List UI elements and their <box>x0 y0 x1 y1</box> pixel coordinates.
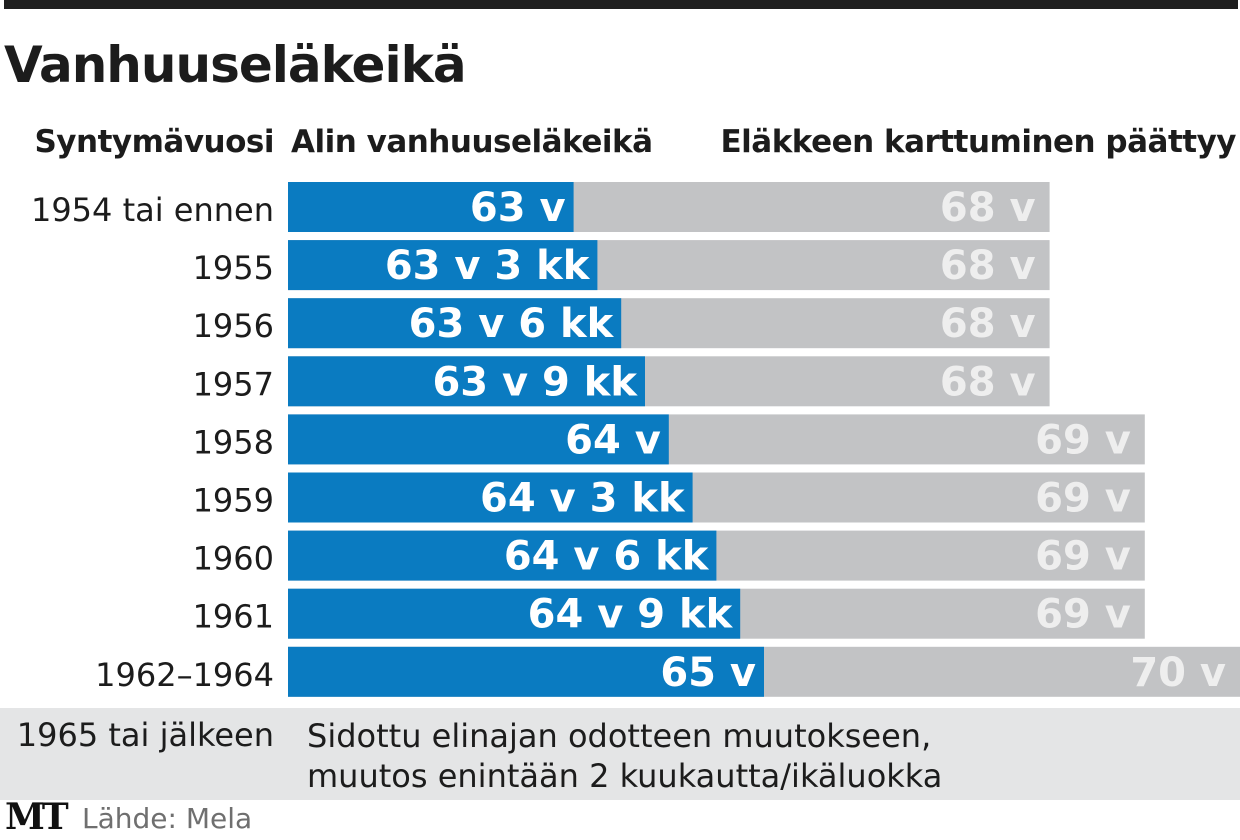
min-age-label: 64 v 6 kk <box>504 534 710 580</box>
min-age-bar <box>288 356 645 407</box>
min-age-label: 63 v 3 kk <box>385 243 591 289</box>
min-age-label: 63 v <box>470 185 566 231</box>
min-age-label: 64 v 9 kk <box>528 592 734 638</box>
footer-note-line-2: muutos enintään 2 kuukautta/ikäluokka <box>307 757 943 795</box>
accrual-end-label: 68 v <box>940 301 1036 347</box>
accrual-end-label: 69 v <box>1035 534 1131 580</box>
min-age-bar <box>288 298 622 349</box>
header-birth-year: Syntymävuosi <box>34 124 274 160</box>
min-age-bar <box>288 646 764 697</box>
mt-logo: MT <box>5 796 69 838</box>
accrual-end-label: 68 v <box>940 359 1036 405</box>
min-age-label: 64 v <box>565 417 661 463</box>
header-min-age: Alin vanhuuseläkeikä <box>291 124 653 160</box>
birth-year-label: 1957 <box>193 365 274 403</box>
footer-note-line-1: Sidottu elinajan odotteen muutokseen, <box>307 717 932 755</box>
footer-note: Sidottu elinajan odotteen muutokseen, mu… <box>307 716 1232 796</box>
accrual-end-label: 69 v <box>1035 592 1131 638</box>
birth-year-label: 1956 <box>193 307 274 345</box>
birth-year-label: 1954 tai ennen <box>31 191 274 229</box>
min-age-bar <box>288 414 669 465</box>
header-accrual-end: Eläkkeen karttuminen päättyy <box>720 124 1236 160</box>
birth-year-label: 1961 <box>193 598 274 636</box>
accrual-end-label: 68 v <box>940 185 1036 231</box>
footer-row-1965: 1965 tai jälkeen Sidottu elinajan odotte… <box>0 708 1240 800</box>
birth-year-label: 1959 <box>193 482 274 520</box>
min-age-bar <box>288 240 598 291</box>
min-age-bar <box>288 472 693 523</box>
birth-year-label: 1955 <box>193 249 274 287</box>
accrual-end-label: 69 v <box>1035 417 1131 463</box>
min-age-bar <box>288 530 717 581</box>
min-age-label: 65 v <box>660 650 756 696</box>
source-note: Lähde: Mela <box>82 802 253 835</box>
accrual-end-label: 69 v <box>1035 476 1131 522</box>
bar-chart: 1954 tai ennen 63 v 68 v 1955 63 v 3 kk 68 v 1… <box>31 182 1240 697</box>
min-age-bar <box>288 588 741 639</box>
min-age-bar <box>288 182 574 232</box>
chart-title: Vanhuuseläkeikä <box>4 36 467 94</box>
birth-year-label: 1960 <box>193 540 274 578</box>
birth-year-label: 1958 <box>193 423 274 461</box>
accrual-end-label: 70 v <box>1130 650 1226 696</box>
min-age-label: 64 v 3 kk <box>480 476 686 522</box>
footer-year-label: 1965 tai jälkeen <box>16 716 274 754</box>
birth-year-label: 1962–1964 <box>95 656 274 694</box>
min-age-label: 63 v 9 kk <box>432 359 638 405</box>
top-rule <box>4 0 1238 9</box>
accrual-end-label: 68 v <box>940 243 1036 289</box>
min-age-label: 63 v 6 kk <box>409 301 615 347</box>
